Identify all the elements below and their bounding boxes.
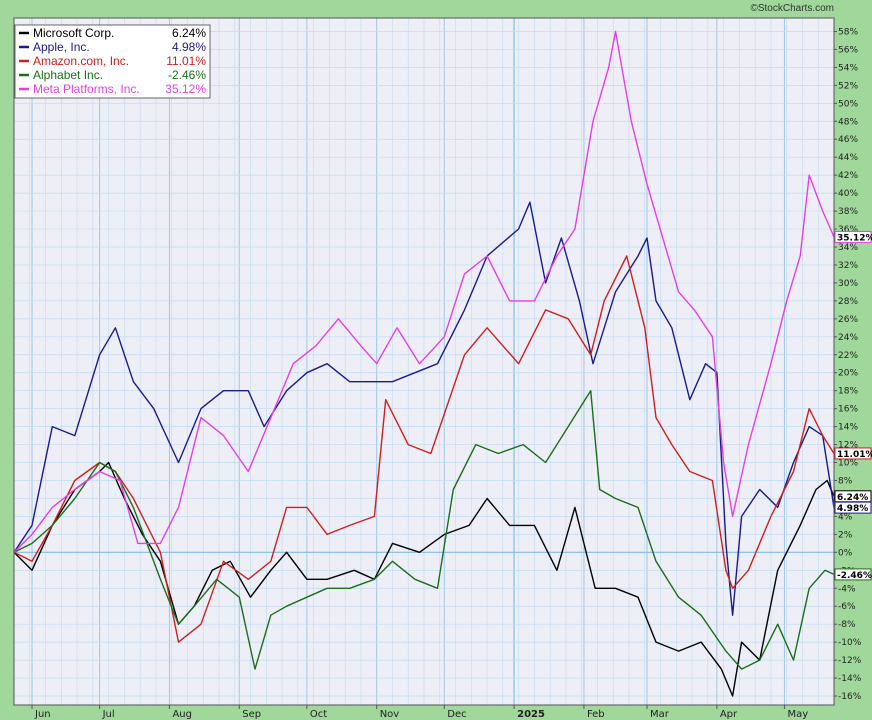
end-badge-box bbox=[834, 501, 872, 514]
y-tick-label: 56% bbox=[838, 45, 858, 55]
y-tick-label: 2% bbox=[838, 530, 853, 540]
source-credit[interactable]: ©StockCharts.com bbox=[750, 3, 834, 14]
x-tick-label: Feb bbox=[587, 709, 605, 720]
end-badge-value: 11.01% bbox=[837, 450, 872, 460]
y-tick-label: 36% bbox=[838, 225, 858, 235]
y-tick-label: 4% bbox=[838, 512, 853, 522]
y-tick-label: 48% bbox=[838, 117, 858, 127]
end-badge-value: 4.98% bbox=[837, 504, 868, 514]
y-tick-label: 52% bbox=[838, 81, 858, 91]
y-tick-label: 50% bbox=[838, 99, 858, 109]
y-tick-label: 34% bbox=[838, 243, 858, 253]
x-axis: Jun Jul Aug Sep Oct Nov Dec 2025 Feb Mar Apr May bbox=[31, 705, 808, 720]
end-value-badges: 35.12% 11.01% 6.24%4.98% -2.46% bbox=[834, 230, 872, 581]
x-tick-label: Nov bbox=[380, 709, 400, 720]
end-badge-box bbox=[834, 447, 872, 460]
legend-series-name: Apple, Inc. bbox=[33, 40, 90, 54]
y-tick-label: -8% bbox=[838, 620, 856, 630]
y-tick-label: -16% bbox=[838, 692, 862, 702]
series-line-3 bbox=[13, 390, 835, 670]
end-badge-box bbox=[834, 568, 872, 581]
end-badge-4: 35.12% bbox=[834, 230, 872, 243]
x-tick-label: Dec bbox=[447, 709, 466, 720]
x-tick-label: Aug bbox=[172, 709, 192, 720]
series-lines bbox=[13, 30, 835, 697]
end-badge-box bbox=[834, 230, 872, 243]
y-tick-label: 14% bbox=[838, 423, 858, 433]
x-tick-label: Mar bbox=[650, 709, 670, 720]
legend: Microsoft Corp. 6.24% Apple, Inc. 4.98% Amaz… bbox=[14, 24, 211, 99]
x-tick-label: Jun bbox=[34, 709, 51, 720]
end-badge-0: 6.24% bbox=[834, 490, 872, 503]
x-tick-label: Oct bbox=[310, 709, 327, 720]
end-badge-value: 6.24% bbox=[837, 493, 868, 503]
series-line-4 bbox=[13, 30, 835, 553]
y-tick-label: 12% bbox=[838, 441, 858, 451]
y-tick-label: 42% bbox=[838, 171, 858, 181]
legend-series-name: Microsoft Corp. bbox=[33, 26, 114, 40]
y-tick-label: 28% bbox=[838, 297, 858, 307]
x-tick-label: Jul bbox=[102, 709, 115, 720]
y-tick-label: -14% bbox=[838, 674, 862, 684]
y-tick-label: 8% bbox=[838, 476, 853, 486]
end-badge-value: 35.12% bbox=[837, 233, 872, 243]
y-tick-label: 30% bbox=[838, 279, 858, 289]
y-tick-label: 38% bbox=[838, 207, 858, 217]
legend-series-name: Alphabet Inc. bbox=[33, 68, 103, 82]
end-badge-1: 4.98% bbox=[834, 501, 872, 514]
plot-border bbox=[13, 17, 835, 706]
y-tick-label: 18% bbox=[838, 387, 858, 397]
legend-box bbox=[14, 24, 211, 99]
y-axis: 58% 56% 54% 52% 50% 48% 46% 44% 42% 40% 38% 36% 34% 3… bbox=[834, 27, 862, 702]
y-tick-label: -10% bbox=[838, 638, 862, 648]
legend-series-value: -2.46% bbox=[168, 68, 206, 82]
legend-series-name: Meta Platforms, Inc. bbox=[33, 82, 140, 96]
x-tick-label: 2025 bbox=[517, 709, 545, 720]
x-tick-label: Sep bbox=[242, 709, 261, 720]
y-tick-label: 40% bbox=[838, 189, 858, 199]
legend-series-value: 11.01% bbox=[166, 54, 206, 68]
end-badge-value: -2.46% bbox=[837, 571, 872, 581]
y-tick-label: -4% bbox=[838, 584, 856, 594]
x-tick-label: Apr bbox=[720, 709, 738, 720]
y-tick-label: 24% bbox=[838, 333, 858, 343]
legend-series-value: 6.24% bbox=[172, 26, 206, 40]
y-tick-label: 22% bbox=[838, 351, 858, 361]
y-tick-label: 46% bbox=[838, 135, 858, 145]
legend-series-value: 35.12% bbox=[165, 82, 206, 96]
legend-series-value: 4.98% bbox=[172, 40, 206, 54]
y-tick-label: 44% bbox=[838, 153, 858, 163]
y-tick-label: 10% bbox=[838, 459, 858, 469]
legend-series-name: Amazon.com, Inc. bbox=[33, 54, 129, 68]
y-tick-label: 0% bbox=[838, 548, 853, 558]
x-tick-label: May bbox=[787, 709, 808, 720]
end-badge-3: -2.46% bbox=[834, 568, 872, 581]
grid bbox=[13, 18, 835, 705]
y-tick-label: 26% bbox=[838, 315, 858, 325]
end-badge-2: 11.01% bbox=[834, 447, 872, 460]
y-tick-label: -6% bbox=[838, 602, 856, 612]
y-tick-label: 20% bbox=[838, 369, 858, 379]
y-tick-label: 16% bbox=[838, 405, 858, 415]
y-tick-label: 54% bbox=[838, 63, 858, 73]
y-tick-label: 32% bbox=[838, 261, 858, 271]
y-tick-label: 58% bbox=[838, 27, 858, 37]
y-tick-label: -12% bbox=[838, 656, 862, 666]
